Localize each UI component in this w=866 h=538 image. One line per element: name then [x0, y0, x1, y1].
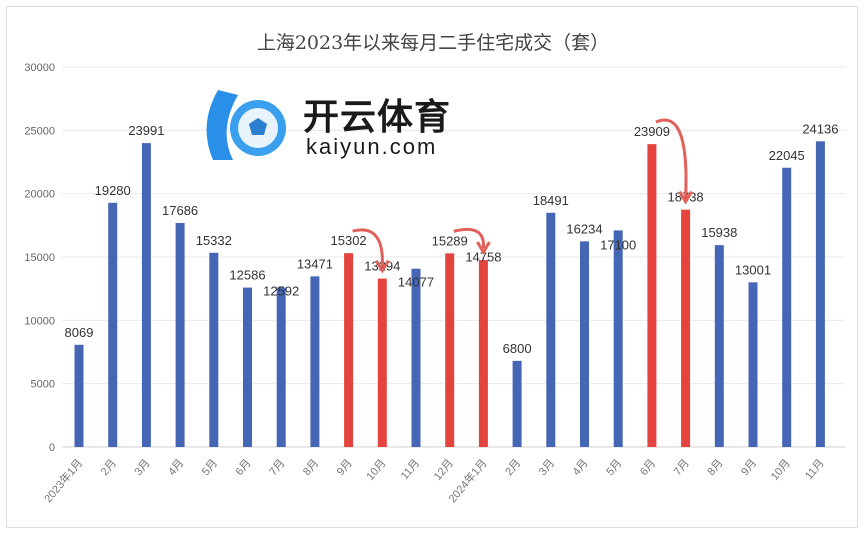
data-label: 19280 — [95, 183, 131, 198]
bar — [512, 360, 522, 447]
bar — [175, 222, 185, 447]
data-label: 12586 — [229, 268, 265, 283]
y-tick-label: 10000 — [24, 315, 55, 327]
x-tick-label: 8月 — [301, 457, 321, 478]
data-label: 15289 — [432, 233, 468, 248]
bar — [243, 287, 252, 447]
x-tick-label: 3月 — [132, 457, 152, 478]
data-label: 15332 — [196, 233, 232, 248]
x-tick-label: 8月 — [705, 457, 725, 478]
data-label: 14758 — [465, 249, 501, 264]
bar — [411, 268, 421, 447]
x-tick-label: 6月 — [638, 457, 658, 478]
data-label: 15302 — [331, 233, 367, 248]
watermark: 开云体育 kaiyun.com — [178, 80, 458, 170]
bar — [377, 278, 387, 447]
data-label: 17100 — [600, 237, 636, 252]
data-label: 13471 — [297, 256, 333, 271]
y-tick-label: 25000 — [24, 125, 55, 137]
y-tick-label: 15000 — [24, 252, 55, 264]
bar — [141, 143, 151, 447]
x-tick-label: 2023年1月 — [41, 456, 86, 505]
data-label: 23909 — [634, 124, 670, 139]
data-label: 22045 — [769, 148, 805, 163]
x-tick-label: 4月 — [166, 457, 186, 478]
bar — [748, 282, 758, 447]
data-label: 17686 — [162, 203, 198, 218]
bar — [580, 241, 589, 447]
arrow-head-icon — [476, 241, 491, 255]
x-tick-label: 10月 — [769, 457, 793, 483]
data-label: 13001 — [735, 262, 771, 277]
data-label: 18491 — [533, 193, 569, 208]
bar — [681, 209, 691, 447]
x-tick-label: 3月 — [537, 457, 557, 478]
bar — [782, 167, 792, 447]
bar — [310, 276, 320, 447]
arrow-head-icon — [375, 259, 390, 274]
x-tick-label: 6月 — [234, 457, 254, 478]
data-label: 12592 — [263, 284, 299, 299]
watermark-logo-icon — [206, 90, 286, 160]
bar — [445, 253, 455, 447]
bar — [613, 230, 623, 447]
annotation-arrow — [352, 228, 384, 267]
x-tick-label: 9月 — [335, 457, 355, 478]
data-label: 15938 — [701, 225, 737, 240]
bar — [74, 344, 84, 447]
x-tick-label: 7月 — [267, 457, 287, 478]
y-tick-label: 5000 — [31, 379, 55, 391]
x-tick-label: 10月 — [364, 457, 388, 483]
bar — [546, 212, 556, 447]
y-tick-label: 0 — [49, 442, 55, 454]
x-tick-label: 5月 — [604, 457, 624, 478]
annotation-arrow — [655, 118, 688, 198]
data-label: 14077 — [398, 275, 434, 290]
bar — [108, 202, 118, 447]
x-tick-label: 12月 — [432, 457, 456, 483]
x-tick-label: 5月 — [200, 457, 220, 478]
chart-frame — [6, 6, 858, 528]
watermark-domain: kaiyun.com — [306, 134, 438, 159]
watermark-brand: 开云体育 — [303, 96, 452, 137]
bar — [647, 144, 657, 448]
x-tick-label: 9月 — [739, 457, 759, 478]
arrow-head-icon — [678, 190, 693, 205]
data-label: 8069 — [65, 325, 94, 340]
x-tick-label: 2月 — [99, 457, 119, 478]
bar — [344, 253, 354, 447]
data-label: 6800 — [503, 341, 532, 356]
annotation-arrow — [453, 227, 485, 249]
x-tick-label: 7月 — [672, 457, 692, 478]
x-tick-label: 11月 — [803, 457, 827, 482]
bar — [478, 260, 488, 447]
bar — [815, 141, 825, 447]
x-tick-label: 4月 — [571, 457, 591, 478]
data-label: 24136 — [802, 121, 838, 136]
y-tick-label: 30000 — [24, 62, 55, 74]
chart-title: 上海2023年以来每月二手住宅成交（套） — [256, 32, 610, 54]
y-tick-label: 20000 — [24, 189, 55, 201]
data-label: 23991 — [128, 123, 164, 138]
x-tick-label: 2月 — [503, 457, 523, 478]
bar — [276, 287, 286, 447]
bar — [714, 245, 724, 447]
bar — [209, 252, 219, 447]
data-label: 16234 — [566, 221, 602, 236]
x-tick-label: 11月 — [399, 457, 423, 482]
